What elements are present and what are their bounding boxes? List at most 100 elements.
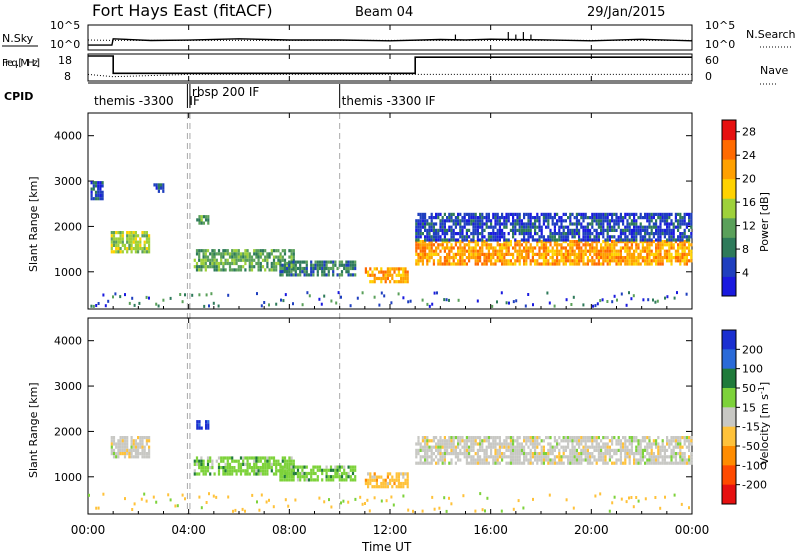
heatmap-cell	[417, 461, 420, 465]
heatmap-cell	[472, 249, 475, 253]
heatmap-cell	[556, 256, 559, 260]
heatmap-cell	[415, 448, 418, 452]
velocity-colorbar-tick-label: 200	[742, 343, 763, 356]
heatmap-cell	[661, 445, 664, 449]
heatmap-cell	[198, 249, 201, 253]
heatmap-cell	[644, 249, 647, 253]
heatmap-cell	[400, 280, 403, 284]
heatmap-cell	[246, 456, 249, 460]
heatmap-cell	[496, 458, 499, 462]
heatmap-cell	[606, 219, 609, 223]
heatmap-cell	[514, 455, 517, 459]
heatmap-cell	[571, 235, 574, 239]
heatmap-cell	[688, 249, 691, 253]
heatmap-cell	[90, 181, 93, 185]
heatmap-cell	[584, 458, 587, 462]
heatmap-cell	[505, 252, 508, 256]
heatmap-cell	[679, 232, 682, 236]
heatmap-cell	[446, 259, 449, 263]
heatmap-cell	[608, 439, 611, 443]
heatmap-cell	[602, 256, 605, 260]
heatmap-cell	[292, 302, 294, 306]
heatmap-cell	[244, 472, 247, 476]
heatmap-cell	[472, 228, 475, 232]
heatmap-cell	[239, 472, 243, 476]
heatmap-cell	[516, 452, 519, 456]
heatmap-cell	[560, 246, 563, 250]
heatmap-cell	[567, 225, 570, 229]
heatmap-cell	[551, 216, 554, 220]
heatmap-cell	[123, 448, 127, 452]
heatmap-cell	[677, 256, 680, 260]
heatmap-cell	[417, 222, 420, 226]
heatmap-cell	[134, 455, 137, 459]
heatmap-cell	[260, 493, 263, 497]
heatmap-cell	[204, 268, 207, 272]
heatmap-cell	[338, 465, 341, 469]
heatmap-cell	[283, 252, 287, 256]
heatmap-cell	[560, 259, 563, 263]
heatmap-cell	[595, 212, 598, 216]
heatmap-cell	[538, 222, 541, 226]
heatmap-cell	[435, 232, 438, 236]
heatmap-cell	[115, 247, 118, 251]
heatmap-cell	[604, 246, 607, 250]
heatmap-cell	[320, 302, 323, 306]
heatmap-cell	[99, 190, 102, 194]
heatmap-cell	[595, 243, 598, 247]
heatmap-cell	[556, 445, 559, 449]
heatmap-cell	[679, 442, 682, 446]
heatmap-cell	[505, 442, 508, 446]
heatmap-cell	[575, 216, 578, 220]
heatmap-cell	[604, 243, 607, 247]
heatmap-cell	[578, 252, 581, 256]
heatmap-cell	[206, 265, 210, 269]
heatmap-cell	[268, 255, 271, 259]
heatmap-cell	[512, 445, 515, 449]
heatmap-cell	[281, 263, 284, 267]
heatmap-cell	[316, 270, 319, 274]
heatmap-cell	[145, 250, 148, 254]
heatmap-cell	[668, 212, 671, 216]
heatmap-cell	[558, 461, 561, 465]
heatmap-cell	[426, 436, 429, 440]
heatmap-cell	[661, 442, 664, 446]
heatmap-cell	[655, 445, 658, 449]
heatmap-cell	[117, 240, 120, 244]
heatmap-cell	[198, 215, 201, 219]
heatmap-cell	[296, 471, 300, 476]
heatmap-cell	[523, 225, 526, 229]
heatmap-cell	[490, 448, 493, 452]
heatmap-cell	[479, 259, 482, 263]
heatmap-cell	[384, 270, 387, 274]
power-colorbar-label: Power [dB]	[758, 192, 771, 252]
heatmap-cell	[677, 238, 680, 242]
heatmap-cell	[558, 228, 561, 232]
heatmap-cell	[606, 461, 609, 465]
heatmap-cell	[321, 263, 324, 267]
heatmap-cell	[580, 246, 583, 250]
heatmap-cell	[600, 458, 603, 462]
heatmap-cell	[128, 452, 131, 456]
heatmap-cell	[639, 249, 642, 253]
heatmap-cell	[193, 469, 196, 473]
heatmap-cell	[571, 249, 574, 253]
heatmap-cell	[529, 219, 532, 223]
heatmap-cell	[231, 466, 234, 470]
heatmap-cell	[463, 222, 466, 226]
heatmap-cell	[666, 232, 669, 236]
heatmap-cell	[294, 260, 297, 264]
heatmap-cell	[367, 472, 370, 476]
heatmap-cell	[650, 442, 653, 446]
heatmap-cell	[685, 439, 688, 443]
heatmap-cell	[567, 439, 570, 443]
heatmap-cell	[509, 458, 512, 462]
heatmap-cell	[373, 276, 376, 281]
heatmap-cell	[329, 468, 333, 472]
heatmap-cell	[657, 225, 660, 229]
heatmap-cell	[542, 249, 545, 253]
heatmap-cell	[286, 459, 289, 463]
velocity-colorbar-tick-label: -50	[742, 440, 760, 453]
heatmap-cell	[448, 225, 451, 229]
heatmap-cell	[193, 462, 196, 466]
